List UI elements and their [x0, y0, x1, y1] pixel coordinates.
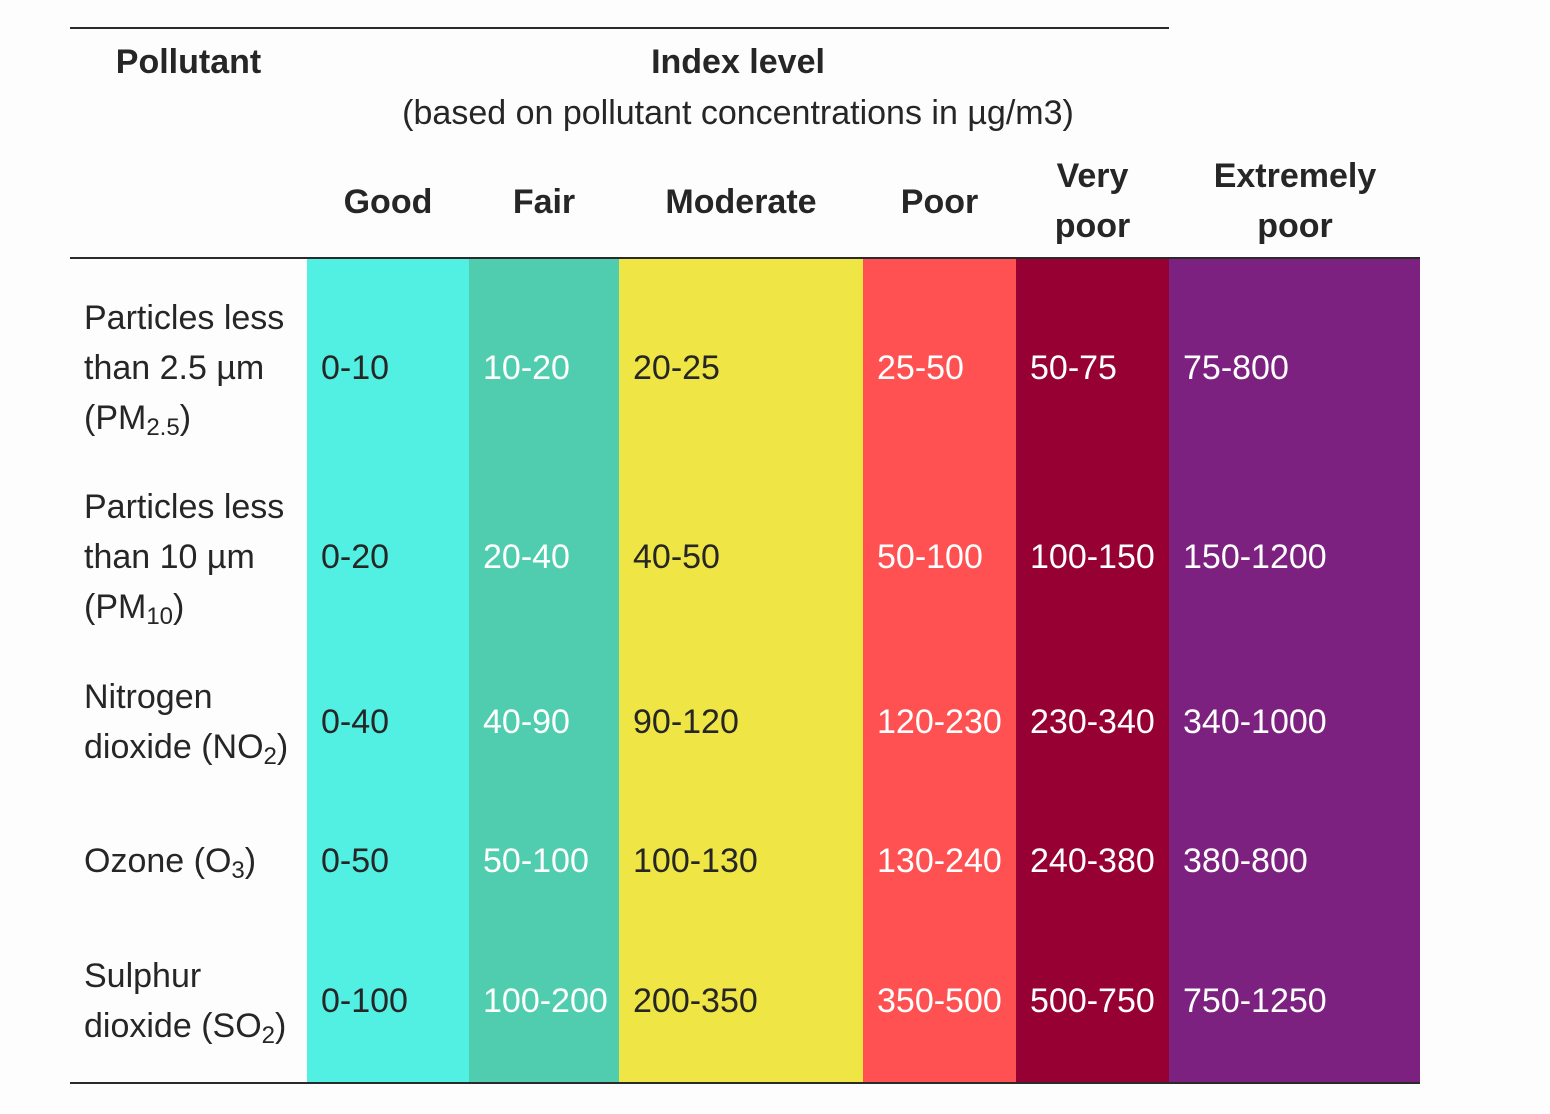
header-level-moderate: Moderate — [665, 183, 817, 221]
pollutant-subscript: 3 — [231, 857, 245, 884]
header-level-very-poor: Very poor — [1054, 157, 1131, 245]
pollutant-label: Ozone (O — [84, 842, 232, 880]
value-text: 20-40 — [483, 538, 570, 576]
column-moderate — [619, 259, 863, 1083]
pollutant-tail: ) — [244, 842, 257, 880]
value-text: 100-200 — [483, 982, 608, 1020]
value-cell-moderate: 40-50 — [619, 482, 863, 632]
value-cell-good: 0-40 — [307, 647, 469, 797]
value-cell-extremely-poor: 75-800 — [1169, 268, 1420, 468]
column-fair — [469, 259, 619, 1083]
value-text: 120-230 — [877, 703, 1002, 741]
value-cell-moderate: 100-130 — [619, 786, 863, 936]
header-level-poor: Poor — [900, 183, 979, 221]
value-text: 0-40 — [321, 703, 390, 741]
value-cell-very-poor: 50-75 — [1016, 268, 1169, 468]
pollutant-subscript: 10 — [146, 603, 174, 630]
value-cell-moderate: 90-120 — [619, 647, 863, 797]
value-text: 0-10 — [321, 349, 390, 387]
value-cell-extremely-poor: 750-1250 — [1169, 926, 1420, 1076]
value-text: 0-50 — [321, 842, 390, 880]
pollutant-o3: Ozone (O3) — [84, 836, 299, 886]
header-index-subtitle: (based on pollutant concentrations in µg… — [402, 94, 1074, 132]
pollutant-pm10: Particles less than 10 µm (PM10) — [84, 482, 299, 632]
table-top-rule — [70, 27, 1169, 29]
pollutant-no2: Nitrogen dioxide (NO2) — [84, 647, 299, 797]
value-text: 50-100 — [877, 538, 983, 576]
value-text: 20-25 — [633, 349, 720, 387]
pollutant-label: Particles less than 2.5 µm (PM — [84, 299, 285, 437]
value-text: 240-380 — [1030, 842, 1155, 880]
value-cell-fair: 100-200 — [469, 926, 619, 1076]
value-text: 200-350 — [633, 982, 758, 1020]
value-text: 380-800 — [1183, 842, 1308, 880]
value-cell-poor: 130-240 — [863, 786, 1016, 936]
value-cell-very-poor: 230-340 — [1016, 647, 1169, 797]
value-cell-extremely-poor: 150-1200 — [1169, 482, 1420, 632]
pollutant-so2: Sulphur dioxide (SO2) — [84, 926, 299, 1076]
table-bottom-rule — [70, 1082, 1420, 1084]
column-poor — [863, 259, 1016, 1083]
value-cell-poor: 50-100 — [863, 482, 1016, 632]
value-cell-fair: 50-100 — [469, 786, 619, 936]
value-text: 750-1250 — [1183, 982, 1327, 1020]
value-cell-very-poor: 240-380 — [1016, 786, 1169, 936]
value-cell-extremely-poor: 380-800 — [1169, 786, 1420, 936]
value-cell-poor: 350-500 — [863, 926, 1016, 1076]
header-bottom-rule — [70, 257, 1420, 259]
header-level-extremely-poor: Extremely poor — [1213, 157, 1377, 245]
value-cell-good: 0-50 — [307, 786, 469, 936]
value-text: 50-75 — [1030, 349, 1117, 387]
pollutant-pm25: Particles less than 2.5 µm (PM2.5) — [84, 268, 299, 468]
pollutant-subscript: 2.5 — [146, 414, 180, 441]
value-cell-fair: 40-90 — [469, 647, 619, 797]
value-cell-poor: 25-50 — [863, 268, 1016, 468]
pollutant-subscript: 2 — [261, 1022, 275, 1049]
value-cell-very-poor: 500-750 — [1016, 926, 1169, 1076]
value-cell-moderate: 20-25 — [619, 268, 863, 468]
value-cell-good: 0-10 — [307, 268, 469, 468]
value-text: 75-800 — [1183, 349, 1289, 387]
value-text: 100-130 — [633, 842, 758, 880]
header-index-level: Index level — [651, 43, 825, 81]
value-text: 500-750 — [1030, 982, 1155, 1020]
value-text: 350-500 — [877, 982, 1002, 1020]
pollutant-tail: ) — [275, 1007, 287, 1045]
column-good — [307, 259, 469, 1083]
value-text: 50-100 — [483, 842, 589, 880]
value-cell-moderate: 200-350 — [619, 926, 863, 1076]
value-text: 10-20 — [483, 349, 570, 387]
value-cell-good: 0-100 — [307, 926, 469, 1076]
header-level-good: Good — [343, 183, 433, 221]
value-text: 40-90 — [483, 703, 570, 741]
value-text: 90-120 — [633, 703, 739, 741]
value-text: 40-50 — [633, 538, 720, 576]
value-text: 130-240 — [877, 842, 1002, 880]
pollutant-label: Particles less than 10 µm (PM — [84, 488, 285, 626]
value-text: 100-150 — [1030, 538, 1155, 576]
value-text: 0-100 — [321, 982, 408, 1020]
value-text: 230-340 — [1030, 703, 1155, 741]
value-text: 25-50 — [877, 349, 964, 387]
pollutant-label: Sulphur dioxide (SO — [84, 957, 262, 1045]
header-pollutant: Pollutant — [115, 43, 262, 81]
column-very-poor — [1016, 259, 1169, 1083]
pollutant-label: Nitrogen dioxide (NO — [84, 678, 264, 766]
value-cell-extremely-poor: 340-1000 — [1169, 647, 1420, 797]
value-cell-fair: 20-40 — [469, 482, 619, 632]
pollutant-tail: ) — [173, 588, 185, 626]
value-text: 340-1000 — [1183, 703, 1327, 741]
value-cell-fair: 10-20 — [469, 268, 619, 468]
header-level-fair: Fair — [512, 183, 576, 221]
value-text: 150-1200 — [1183, 538, 1327, 576]
value-cell-very-poor: 100-150 — [1016, 482, 1169, 632]
pollutant-subscript: 2 — [263, 743, 277, 770]
pollutant-tail: ) — [179, 399, 192, 437]
value-cell-good: 0-20 — [307, 482, 469, 632]
pollutant-tail: ) — [276, 728, 289, 766]
value-text: 0-20 — [321, 538, 390, 576]
value-cell-poor: 120-230 — [863, 647, 1016, 797]
column-extremely-poor — [1169, 259, 1420, 1083]
